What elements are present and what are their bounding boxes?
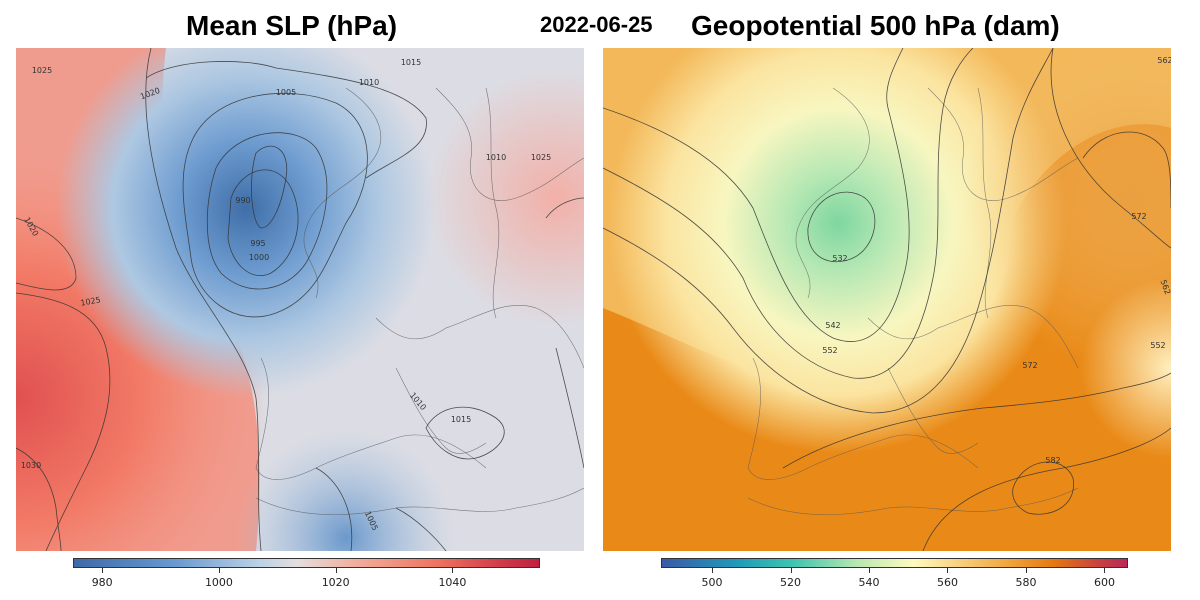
colorbar-tick <box>1104 568 1106 573</box>
contour-label: 1015 <box>401 58 421 67</box>
contour-label: 1000 <box>249 253 269 262</box>
geopotential-colorbar-gradient <box>661 558 1128 568</box>
colorbar-tick <box>712 568 714 573</box>
colorbar-tick-label: 500 <box>701 576 723 589</box>
contour-label: 542 <box>825 321 840 330</box>
contour-label: 552 <box>822 346 837 355</box>
slp-colorbar: 980 1000 1020 1040 <box>73 558 540 600</box>
colorbar-tick <box>335 568 337 573</box>
colorbar-tick-label: 1040 <box>438 576 467 589</box>
contour-label: 1010 <box>359 78 379 87</box>
contour-label: 552 <box>1150 341 1165 350</box>
contour-label: 1005 <box>276 88 296 97</box>
contour-label: 1010 <box>486 153 506 162</box>
slp-map: 1025 1020 1015 1010 1005 1000 995 990 1020 1025 10… <box>16 48 584 551</box>
geopotential-colorbar: 500 520 540 560 580 600 <box>661 558 1128 600</box>
colorbar-tick <box>452 568 454 573</box>
colorbar-tick-label: 580 <box>1015 576 1037 589</box>
colorbar-tick-label: 980 <box>91 576 113 589</box>
colorbar-tick <box>102 568 104 573</box>
date-label: 2022-06-25 <box>540 12 653 37</box>
slp-field-svg: 1025102010151010100510009959901020102510… <box>16 48 584 551</box>
contour-label: 582 <box>1045 456 1060 465</box>
contour-label: 995 <box>250 239 265 248</box>
colorbar-tick-label: 540 <box>858 576 880 589</box>
contour-label: 532 <box>832 254 847 263</box>
contour-label: 1030 <box>21 461 41 470</box>
geopotential-map: 532 542 552 572 562 552 582 572 562 <box>603 48 1171 551</box>
slp-colorbar-gradient <box>73 558 540 568</box>
colorbar-tick-label: 520 <box>780 576 801 589</box>
colorbar-tick-label: 1000 <box>204 576 233 589</box>
colorbar-tick <box>868 568 870 573</box>
contour-label: 1025 <box>32 66 52 75</box>
contour-label: 572 <box>1022 361 1037 370</box>
colorbar-tick-label: 560 <box>936 576 958 589</box>
slp-panel-title: Mean SLP (hPa) <box>186 10 398 41</box>
contour-label: 1025 <box>531 153 551 162</box>
contour-label: 990 <box>235 196 250 205</box>
contour-label: 572 <box>1131 212 1146 221</box>
colorbar-tick <box>218 568 220 573</box>
colorbar-tick <box>790 568 792 573</box>
contour-label: 1025 <box>80 295 102 307</box>
colorbar-tick-label: 600 <box>1093 576 1115 589</box>
contour-label: 562 <box>1157 56 1171 65</box>
contour-label: 1015 <box>451 415 471 424</box>
colorbar-tick-label: 1020 <box>321 576 350 589</box>
colorbar-tick <box>947 568 949 573</box>
colorbar-tick <box>1025 568 1027 573</box>
geopotential-panel-title: Geopotential 500 hPa (dam) <box>691 10 1060 41</box>
